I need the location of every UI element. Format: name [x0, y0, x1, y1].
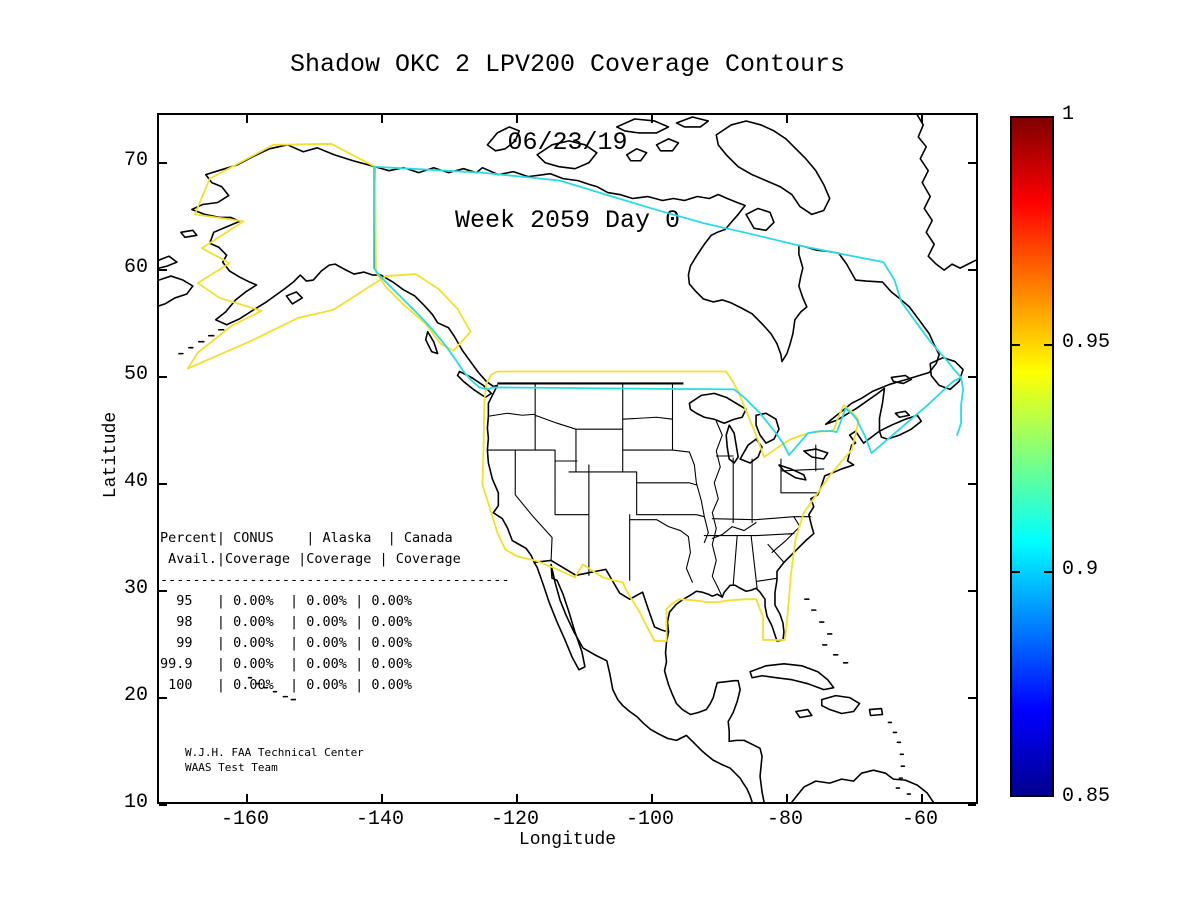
axis-tick — [159, 376, 167, 378]
coastline-canada-eastus — [374, 165, 940, 642]
coastline-gulf-yucatan — [663, 631, 765, 802]
axis-tick — [159, 590, 167, 592]
axis-tick — [381, 794, 383, 802]
credit-text: W.J.H. FAA Technical Center WAAS Test Te… — [185, 745, 364, 775]
axis-tick — [968, 269, 976, 271]
coastline-westcoast-mexico — [486, 384, 753, 802]
contour-95-alaska — [186, 142, 472, 370]
chart-date: 06/23/19 — [507, 128, 628, 157]
axis-tick — [968, 697, 976, 699]
axis-tick — [786, 115, 788, 123]
y-tick-label: 70 — [123, 149, 148, 172]
y-tick-label: 40 — [123, 470, 148, 493]
axis-tick — [159, 804, 167, 806]
colorbar-tick-label: 0.85 — [1062, 785, 1111, 808]
axis-tick — [921, 794, 923, 802]
axis-tick — [159, 269, 167, 271]
axis-tick — [516, 794, 518, 802]
colorbar-tick-label: 1 — [1062, 103, 1075, 126]
axis-tick — [786, 794, 788, 802]
coverage-table-row: 99 | 0.00% | 0.00% | 0.00% — [160, 634, 412, 651]
axis-tick — [159, 697, 167, 699]
coverage-table-header2: Avail.|Coverage |Coverage | Coverage — [160, 550, 461, 567]
y-tick-label: 30 — [123, 577, 148, 600]
axis-tick — [1044, 571, 1052, 573]
coastline-alaska — [191, 144, 495, 388]
map-plot-area — [157, 113, 978, 806]
coverage-table: Percent| CONUS | Alaska | Canada Avail.|… — [160, 528, 510, 696]
coastline-greenland — [916, 115, 976, 271]
y-tick-label: 20 — [123, 684, 148, 707]
caribbean-islands — [749, 598, 912, 795]
aleutian-islands — [178, 328, 225, 355]
border-us-mexico — [533, 559, 670, 633]
axis-tick — [1044, 344, 1052, 346]
contour-90-canada — [373, 165, 964, 456]
x-tick-label: -80 — [766, 808, 803, 831]
chart-week-day: Week 2059 Day 0 — [454, 206, 681, 235]
y-tick-label: 60 — [123, 256, 148, 279]
state-borders — [486, 382, 825, 598]
axis-tick — [968, 376, 976, 378]
colorbar-tick-label: 0.95 — [1062, 331, 1111, 354]
chart-title: Shadow OKC 2 LPV200 Coverage Contours — [289, 50, 846, 79]
axis-tick — [246, 115, 248, 123]
colorbar-tick-label: 0.9 — [1062, 558, 1099, 581]
x-tick-label: -160 — [220, 808, 269, 831]
coverage-table-row: 95 | 0.00% | 0.00% | 0.00% — [160, 592, 412, 609]
coastline-south-america — [791, 769, 935, 802]
axis-tick — [968, 590, 976, 592]
axis-tick — [381, 115, 383, 123]
axis-tick — [159, 162, 167, 164]
x-tick-label: -60 — [901, 808, 938, 831]
colorbar — [1010, 116, 1054, 797]
axis-tick — [968, 162, 976, 164]
axis-tick — [651, 794, 653, 802]
y-tick-label: 10 — [123, 791, 148, 814]
contour-95-conus — [481, 370, 860, 642]
credit-line1: W.J.H. FAA Technical Center — [185, 746, 364, 759]
coverage-table-row: 100 | 0.00% | 0.00% | 0.00% — [160, 676, 412, 693]
x-tick-label: -100 — [625, 808, 674, 831]
axis-tick — [1012, 344, 1020, 346]
arctic-islands — [486, 116, 831, 232]
axis-tick — [159, 483, 167, 485]
great-lakes — [688, 392, 829, 481]
x-axis-title: Longitude — [518, 830, 617, 850]
axis-tick — [1012, 571, 1020, 573]
axis-tick — [246, 794, 248, 802]
chart-title-block: Shadow OKC 2 LPV200 Coverage Contours 06… — [157, 0, 978, 286]
axis-tick — [921, 115, 923, 123]
atlantic-islands — [878, 356, 964, 440]
y-tick-label: 50 — [123, 363, 148, 386]
north-america-map — [159, 115, 976, 802]
axis-tick — [651, 115, 653, 123]
coverage-table-separator: ----------------------------------------… — [160, 571, 510, 588]
x-tick-label: -140 — [355, 808, 404, 831]
credit-line2: WAAS Test Team — [185, 761, 278, 774]
axis-tick — [968, 804, 976, 806]
coastline-siberia — [159, 229, 198, 307]
axis-tick — [516, 115, 518, 123]
x-tick-label: -120 — [490, 808, 539, 831]
y-axis-title: Latitude — [101, 411, 121, 499]
coverage-table-row: 99.9 | 0.00% | 0.00% | 0.00% — [160, 655, 412, 672]
coverage-table-header1: Percent| CONUS | Alaska | Canada — [160, 529, 453, 546]
axis-tick — [968, 483, 976, 485]
coverage-table-row: 98 | 0.00% | 0.00% | 0.00% — [160, 613, 412, 630]
